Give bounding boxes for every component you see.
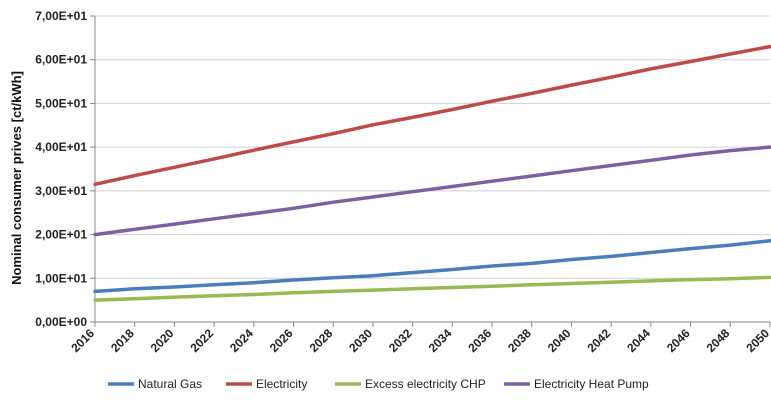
x-tick-label: 2016 [68,326,97,355]
x-tick-label: 2020 [148,326,177,355]
legend-label: Excess electricity CHP [365,377,486,391]
x-tick-label: 2040 [545,326,574,355]
series-line [93,44,771,187]
x-tick-label: 2044 [624,326,653,355]
legend-label: Electricity [256,377,307,391]
series-lines [93,44,771,302]
series-line [93,145,771,237]
y-tick-label: 3,00E+01 [35,184,87,198]
series-line [93,238,771,294]
x-tick-labels: 2016 2018 2020 2022 2024 2026 2028 2030 2032 2034… [68,326,771,355]
y-tick-label: 5,00E+01 [35,96,87,110]
x-tick-label: 2038 [505,326,534,355]
legend: Natural Gas Electricity Excess electricity… [108,377,649,391]
y-tick-label: 2,00E+01 [35,228,87,242]
x-tick-label: 2050 [743,326,771,355]
x-tick-label: 2042 [585,326,614,355]
series-line [93,275,771,302]
legend-item: Natural Gas [108,377,202,391]
y-axis-label: Nominal consumer prives [ct/kWh] [9,71,24,285]
x-tick-label: 2026 [267,326,296,355]
gridlines [95,15,770,279]
y-tick-label: 0,00E+00 [35,315,87,329]
y-tick-label: 7,00E+01 [35,9,87,23]
y-tick-label: 6,00E+01 [35,53,87,67]
y-tick-label: 1,00E+01 [35,271,87,285]
x-tick-label: 2032 [386,326,415,355]
legend-item: Electricity [226,377,307,391]
axes [90,15,771,327]
legend-label: Natural Gas [138,377,202,391]
legend-label: Electricity Heat Pump [534,377,649,391]
x-tick-label: 2048 [704,326,733,355]
y-tick-labels: 0,00E+00 1,00E+01 2,00E+01 3,00E+01 4,00E+01… [35,9,87,329]
x-tick-label: 2030 [346,326,375,355]
x-tick-label: 2022 [187,326,216,355]
x-tick-label: 2036 [465,326,494,355]
x-tick-label: 2028 [307,326,336,355]
x-tick-label: 2034 [426,326,455,355]
x-tick-label: 2018 [108,326,137,355]
y-tick-label: 4,00E+01 [35,140,87,154]
legend-item: Electricity Heat Pump [504,377,649,391]
x-tick-label: 2046 [664,326,693,355]
x-tick-label: 2024 [227,326,256,355]
legend-item: Excess electricity CHP [335,377,486,391]
